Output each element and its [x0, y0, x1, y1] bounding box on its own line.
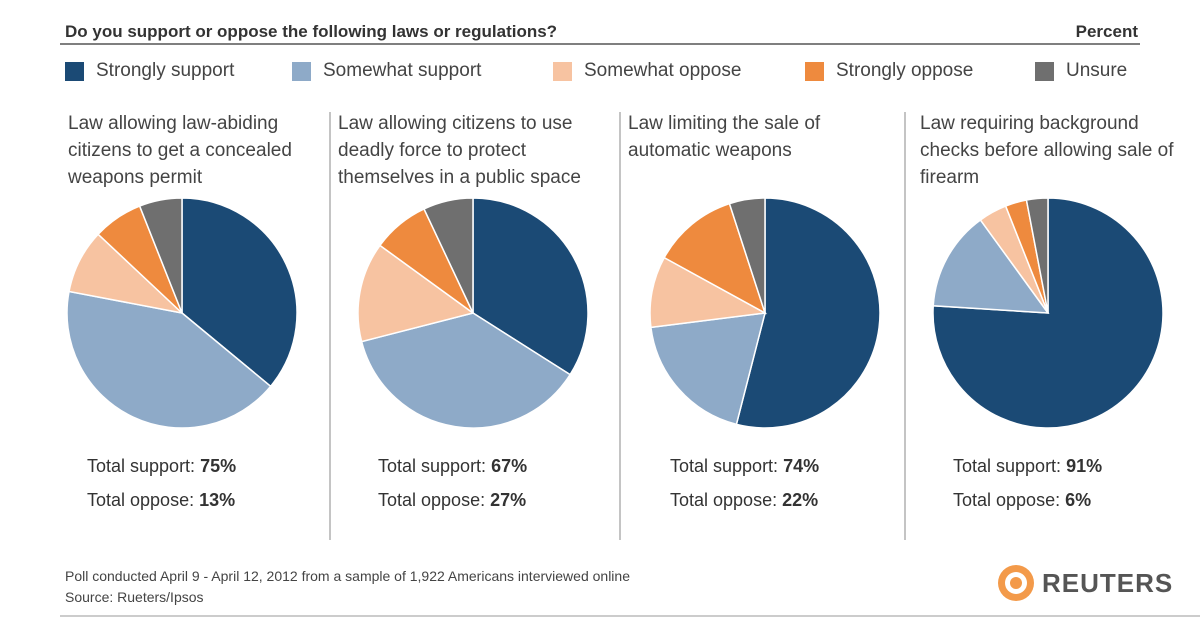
pie-slice [728, 197, 766, 314]
legend-label: Somewhat oppose [584, 60, 742, 81]
total-oppose-value: 22% [782, 490, 819, 510]
pie-slice [932, 197, 1164, 429]
legend-swatch [805, 61, 824, 81]
footer-source: Source: Rueters/Ipsos [65, 589, 204, 605]
pie-slice [650, 312, 767, 426]
legend-item: Unsure [1035, 60, 1127, 82]
total-oppose: Total oppose: 13% [87, 490, 235, 511]
panel-title: Law limiting the sale of automatic weapo… [628, 113, 821, 161]
legend-item: Somewhat oppose [553, 60, 741, 82]
total-oppose: Total oppose: 27% [378, 490, 526, 511]
panel-title: Law allowing citizens to use deadly forc… [338, 113, 581, 188]
total-support: Total support: 74% [670, 456, 819, 477]
pie-slice [360, 312, 572, 429]
legend-swatch [1035, 61, 1054, 81]
legend-label: Strongly support [96, 60, 235, 81]
legend-swatch [65, 61, 84, 81]
pie-slice [932, 218, 1050, 314]
pie-slice [138, 197, 183, 314]
legend-item: Somewhat support [292, 60, 481, 82]
reuters-icon [998, 565, 1034, 601]
panel-title: Law allowing law-abiding citizens to get… [68, 113, 292, 188]
total-support-label: Total support: [670, 456, 779, 476]
legend-label: Unsure [1066, 60, 1128, 81]
total-oppose-value: 13% [199, 490, 236, 510]
total-support-label: Total support: [378, 456, 487, 476]
total-support: Total support: 75% [87, 456, 236, 477]
legend-item: Strongly support [65, 60, 234, 82]
total-oppose-label: Total oppose: [953, 490, 1061, 510]
total-support-label: Total support: [953, 456, 1062, 476]
legend-label: Strongly oppose [836, 60, 974, 81]
total-oppose-value: 27% [490, 490, 527, 510]
pie-slice [1025, 197, 1049, 314]
total-support-value: 74% [783, 456, 820, 476]
total-support-label: Total support: [87, 456, 196, 476]
pie-slice [66, 290, 272, 429]
total-support-value: 67% [491, 456, 528, 476]
total-support: Total support: 67% [378, 456, 527, 477]
pie-slice [649, 256, 768, 329]
pie-slice [663, 202, 767, 315]
pie-slice [357, 244, 475, 343]
legend-swatch [292, 61, 311, 81]
total-oppose-label: Total oppose: [670, 490, 778, 510]
unit-label: Percent [1075, 22, 1138, 41]
pie-slice [735, 197, 881, 429]
total-support-value: 75% [200, 456, 237, 476]
total-oppose-label: Total oppose: [87, 490, 195, 510]
total-oppose-value: 6% [1065, 490, 1092, 510]
pie-slice [423, 197, 474, 314]
legend-label: Somewhat support [323, 60, 482, 81]
pie-slice [181, 197, 298, 388]
footer-note: Poll conducted April 9 - April 12, 2012 … [65, 568, 630, 584]
logo: REUTERS [1042, 568, 1174, 598]
total-support: Total support: 91% [953, 456, 1102, 477]
legend-item: Strongly oppose [805, 60, 973, 82]
total-oppose: Total oppose: 22% [670, 490, 818, 511]
legend-swatch [553, 61, 572, 81]
total-oppose-label: Total oppose: [378, 490, 486, 510]
total-support-value: 91% [1066, 456, 1103, 476]
panel-title: Law requiring background checks before a… [920, 113, 1174, 188]
total-oppose: Total oppose: 6% [953, 490, 1091, 511]
chart-title: Do you support or oppose the following l… [65, 22, 558, 41]
